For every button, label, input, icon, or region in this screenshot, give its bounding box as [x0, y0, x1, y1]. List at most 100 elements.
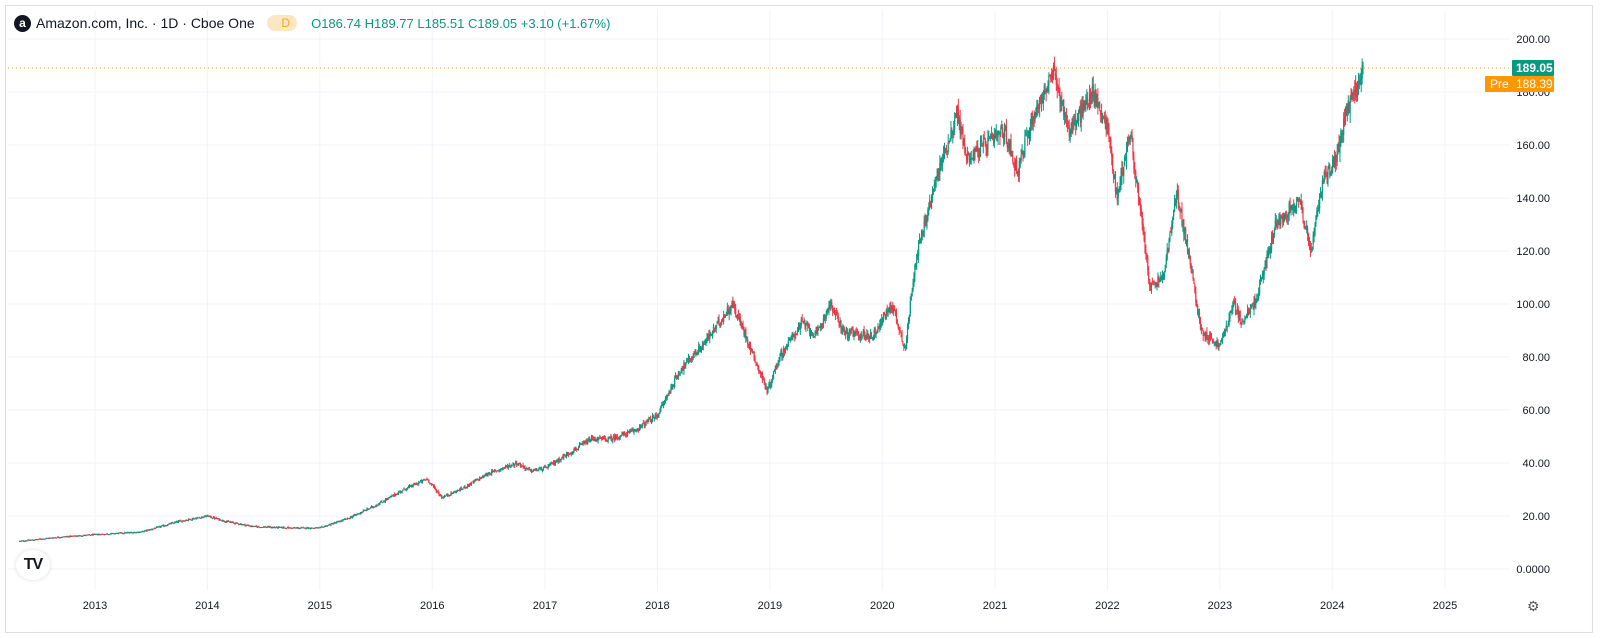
candle-body	[1286, 216, 1288, 218]
candle-body	[1060, 103, 1062, 105]
candle-body	[53, 537, 55, 539]
candle-body	[254, 526, 256, 528]
symbol-title[interactable]: Amazon.com, Inc. · 1D · Cboe One	[36, 15, 255, 31]
candle-body	[833, 310, 835, 313]
candle-body	[583, 442, 585, 444]
candle-body	[1195, 292, 1197, 303]
candle-body	[89, 534, 91, 536]
candle-body	[1118, 189, 1120, 193]
candle-body	[683, 362, 685, 371]
candle-body	[887, 311, 889, 313]
candle-body	[155, 527, 157, 529]
last-price-label: 189.05	[1512, 60, 1554, 77]
candle-body	[710, 334, 712, 336]
candle-body	[47, 538, 49, 540]
candle-body	[176, 521, 179, 523]
candle-body	[1157, 277, 1159, 284]
candle-body	[961, 128, 963, 132]
candle-body	[1041, 100, 1044, 103]
candle-body	[1047, 86, 1049, 91]
candle-body	[1083, 104, 1085, 106]
candle-body	[287, 527, 290, 529]
candle-body	[906, 325, 909, 339]
candle-body	[102, 533, 104, 535]
candle-body	[422, 479, 424, 481]
candle-body	[1359, 82, 1361, 84]
candle-body	[947, 142, 949, 153]
candle-body	[1095, 89, 1097, 103]
candle-body	[1002, 127, 1004, 138]
candle-body	[316, 527, 318, 529]
candle-body	[515, 462, 517, 464]
candle-body	[1150, 282, 1153, 290]
candle-body	[500, 468, 502, 470]
candle-body	[158, 526, 160, 528]
candle-body	[62, 536, 64, 538]
candle-body	[1184, 229, 1186, 234]
candle-body	[548, 464, 550, 467]
candle-body	[467, 483, 469, 488]
candle-body	[1113, 174, 1116, 178]
candle-body	[545, 466, 547, 468]
candle-body	[853, 332, 855, 337]
candle-body	[521, 465, 523, 467]
candle-body	[1257, 297, 1259, 299]
candle-body	[184, 520, 186, 522]
candle-body	[119, 532, 121, 534]
candle-body	[1319, 191, 1322, 193]
candle-body	[1128, 137, 1130, 143]
symbol-legend[interactable]: a Amazon.com, Inc. · 1D · Cboe One ☀ D O…	[14, 13, 610, 33]
candle-body	[1180, 209, 1182, 212]
candle-body	[481, 475, 484, 478]
candle-body	[1141, 212, 1143, 226]
candle-body	[78, 535, 81, 537]
session-badge[interactable]: D	[267, 15, 298, 31]
candle-body	[526, 468, 528, 470]
candle-body	[477, 478, 479, 480]
candle-body	[516, 464, 519, 466]
candle-body	[242, 524, 244, 526]
candle-body	[447, 495, 449, 497]
x-tick-label: 2021	[983, 600, 1007, 612]
candle-body	[573, 448, 575, 453]
candle-body	[863, 329, 865, 335]
candle-body	[981, 145, 983, 147]
candle-body	[551, 462, 553, 464]
gear-icon[interactable]: ⚙	[1527, 598, 1540, 614]
candle-body	[214, 517, 217, 519]
candle-body	[772, 378, 774, 380]
candle-body	[1055, 75, 1057, 85]
candle-body	[1050, 75, 1052, 79]
candle-body	[364, 510, 366, 512]
candle-body	[966, 154, 969, 161]
candle-body	[137, 531, 139, 533]
candle-body	[209, 515, 211, 517]
candle-body	[610, 436, 612, 439]
candle-body	[942, 160, 944, 164]
candle-body	[472, 481, 474, 483]
candle-body	[1077, 112, 1080, 122]
candle-body	[1318, 207, 1320, 209]
candle-body	[1230, 311, 1232, 313]
x-tick-label: 2016	[420, 600, 444, 612]
candle-body	[295, 527, 297, 529]
candle-body	[1336, 150, 1338, 162]
tradingview-logo-icon[interactable]: TV	[16, 550, 50, 580]
candle-body	[412, 483, 414, 487]
candle-body	[1225, 325, 1227, 329]
candle-body	[1290, 210, 1292, 213]
candle-body	[468, 484, 470, 486]
candle-body	[1154, 283, 1156, 285]
candle-body	[862, 331, 864, 336]
candle-body	[78, 535, 80, 537]
candle-body	[588, 438, 590, 442]
candle-body	[1194, 284, 1196, 293]
candle-body	[285, 527, 287, 529]
candle-body	[1357, 82, 1360, 89]
candle-body	[930, 196, 933, 209]
candle-body	[90, 534, 92, 536]
candle-body	[760, 373, 763, 376]
candle-body	[485, 473, 487, 477]
candle-body	[786, 345, 789, 347]
